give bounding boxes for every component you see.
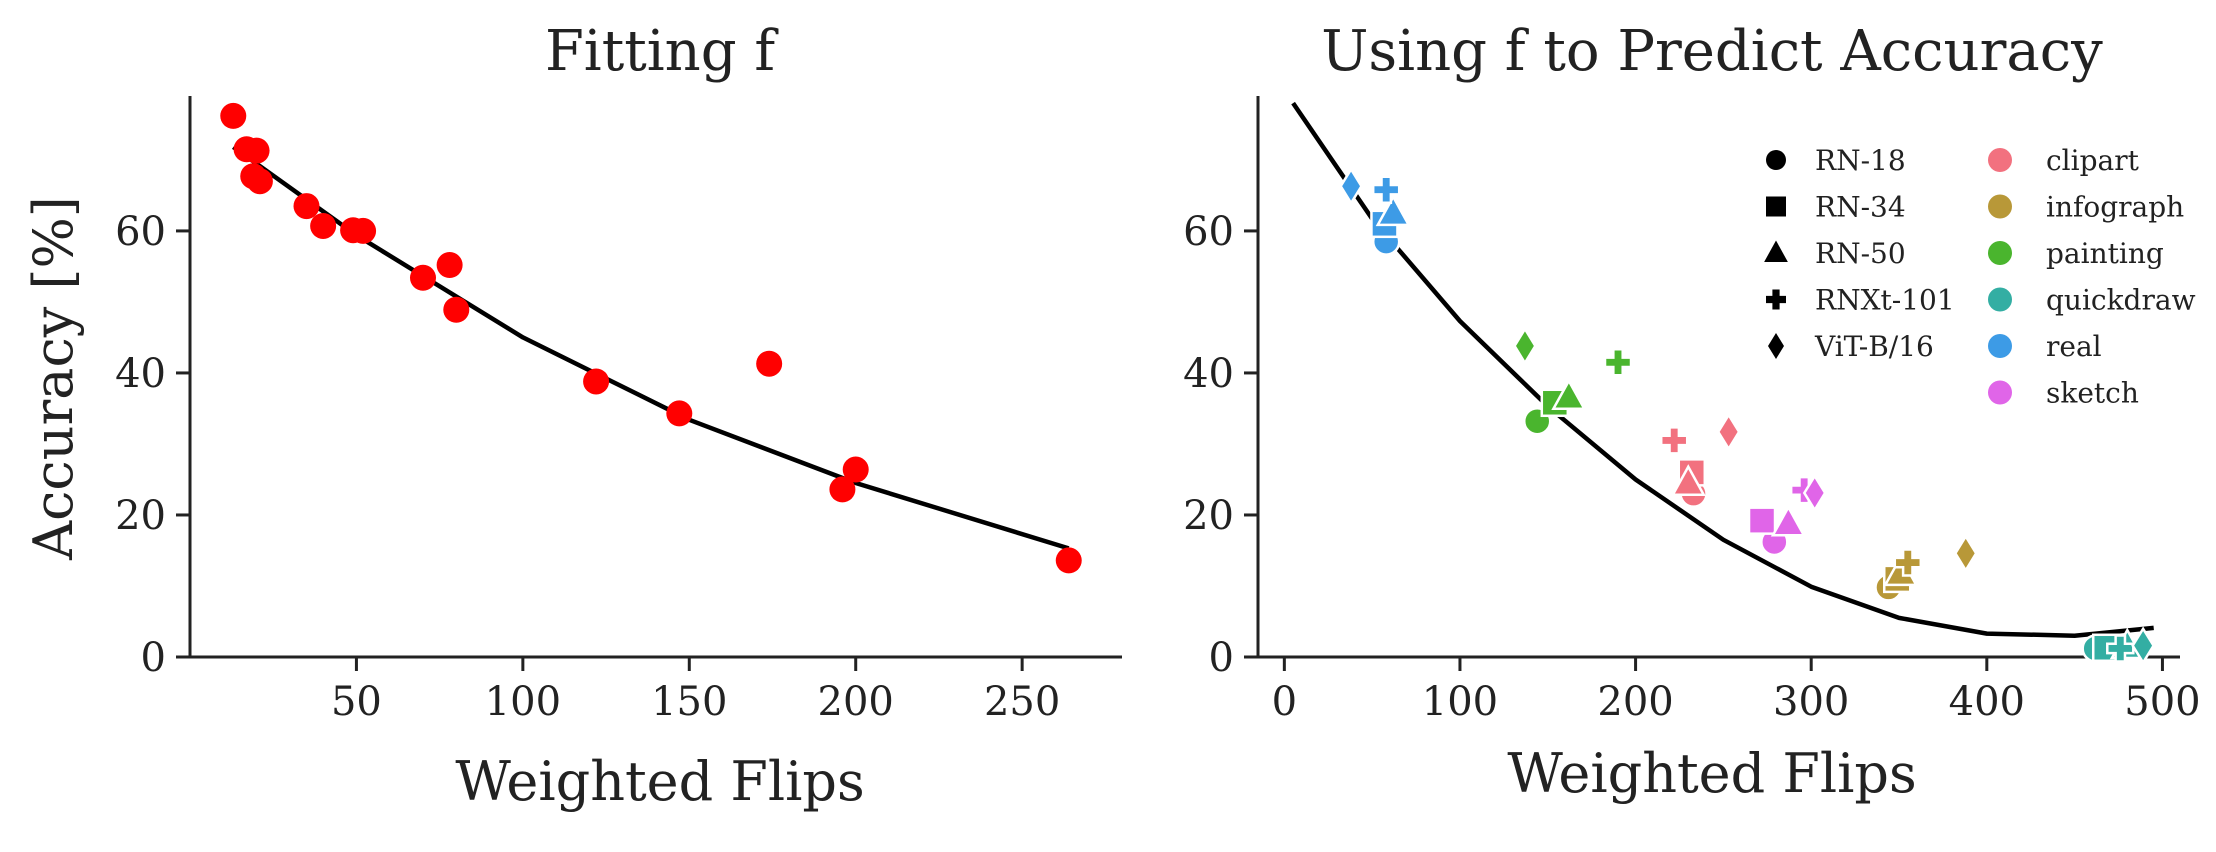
data-point xyxy=(243,137,270,164)
data-point xyxy=(2131,626,2155,665)
right-x-tick-label: 500 xyxy=(2124,679,2200,725)
right-y-tick-label: 0 xyxy=(1209,635,1234,681)
left-y-axis-label: Accuracy [%] xyxy=(22,196,85,561)
left-chart-title: Fitting f xyxy=(545,19,779,84)
legend-label: quickdraw xyxy=(2046,284,2196,317)
right-y-tick-label: 20 xyxy=(1183,493,1234,539)
right-chart-title: Using f to Predict Accuracy xyxy=(1321,19,2103,84)
legend-marker-clipart xyxy=(1988,148,2012,172)
data-point xyxy=(1747,506,1777,535)
data-point xyxy=(350,217,377,244)
data-point xyxy=(293,193,320,220)
data-point xyxy=(1371,175,1401,204)
legend-marker-rn-34 xyxy=(1766,196,1786,217)
legend-label: RN-34 xyxy=(1815,191,1906,224)
left-x-tick-label: 200 xyxy=(818,679,894,725)
data-point xyxy=(583,368,610,395)
data-point xyxy=(842,456,869,483)
data-point xyxy=(2106,634,2135,663)
data-point xyxy=(1953,534,1978,573)
left-y-tick-label: 40 xyxy=(115,351,166,397)
right-x-axis-label: Weighted Flips xyxy=(1507,742,1916,805)
left-points-group xyxy=(220,102,1082,574)
left-y-tick-label: 60 xyxy=(115,209,166,255)
right-x-tick-label: 300 xyxy=(1773,679,1849,725)
legend-marker-rnxt-101 xyxy=(1766,289,1786,310)
right-x-tick-label: 100 xyxy=(1422,679,1498,725)
left-y-tick-label: 20 xyxy=(115,493,166,539)
data-point xyxy=(666,400,693,427)
data-point xyxy=(1893,548,1923,577)
data-point xyxy=(436,252,463,279)
data-point xyxy=(1670,464,1706,496)
left-fit-curve-group xyxy=(231,145,1070,551)
data-point xyxy=(1513,326,1537,366)
data-point xyxy=(246,168,273,195)
legend-label: RNXt-101 xyxy=(1815,284,1955,317)
right-x-tick-label: 0 xyxy=(1272,679,1297,725)
right-axes: 0 20 40 60 0 100 200 300 400 500 xyxy=(1183,96,2201,725)
data-point xyxy=(756,350,783,377)
data-point xyxy=(1339,166,1363,206)
legend-label: RN-50 xyxy=(1815,237,1906,270)
data-point xyxy=(1375,194,1411,227)
data-point xyxy=(1716,412,1741,452)
legend-label: RN-18 xyxy=(1815,144,1906,177)
legend: RN-18 RN-34 RN-50 RNXt-101 ViT-B/16 clipart in… xyxy=(1764,144,2196,410)
data-point xyxy=(1055,547,1082,574)
right-fit-curve-group xyxy=(1291,101,2154,638)
left-x-tick-label: 100 xyxy=(485,679,561,725)
data-point xyxy=(829,476,856,503)
legend-marker-real xyxy=(1988,334,2012,358)
legend-label: infograph xyxy=(2046,191,2184,224)
prediction-chart: Using f to Predict Accuracy 0 20 40 60 0 100 2… xyxy=(1183,19,2201,805)
legend-label: clipart xyxy=(2046,144,2140,177)
right-y-tick-label: 40 xyxy=(1183,351,1234,397)
legend-marker-infograph xyxy=(1988,194,2012,219)
legend-label: real xyxy=(2046,330,2102,363)
fitting-chart: Fitting f 0 20 40 60 50 100 150 200 250 Weighted… xyxy=(22,19,1122,813)
data-point xyxy=(1659,426,1689,455)
left-x-tick-label: 250 xyxy=(984,679,1060,725)
data-point xyxy=(1802,473,1827,513)
legend-marker-painting xyxy=(1988,241,2012,265)
right-x-tick-label: 200 xyxy=(1597,679,1673,725)
legend-marker-vit-b-16 xyxy=(1768,333,1784,359)
left-fit-curve xyxy=(231,145,1070,551)
right-y-tick-label: 60 xyxy=(1183,209,1234,255)
legend-marker-quickdraw xyxy=(1988,287,2012,312)
left-x-tick-label: 150 xyxy=(651,679,727,725)
left-x-tick-label: 50 xyxy=(331,679,382,725)
right-x-tick-label: 400 xyxy=(1949,679,2025,725)
legend-label: painting xyxy=(2046,237,2164,270)
right-fit-curve xyxy=(1291,101,2154,638)
data-point xyxy=(410,264,436,291)
left-x-axis-label: Weighted Flips xyxy=(455,750,864,813)
data-point xyxy=(1770,504,1806,537)
data-point xyxy=(220,102,247,129)
right-points-group xyxy=(1339,166,2155,665)
legend-label: sketch xyxy=(2046,377,2139,410)
legend-marker-sketch xyxy=(1988,380,2012,405)
legend-label: ViT-B/16 xyxy=(1814,330,1934,363)
data-point xyxy=(1603,348,1633,377)
data-point xyxy=(1551,378,1587,411)
legend-marker-rn-18 xyxy=(1766,150,1786,170)
left-axes: 0 20 40 60 50 100 150 200 250 xyxy=(115,96,1122,725)
left-y-tick-label: 0 xyxy=(141,635,166,681)
data-point xyxy=(310,212,337,239)
legend-marker-rn-50 xyxy=(1764,240,1788,262)
data-point xyxy=(443,296,470,323)
